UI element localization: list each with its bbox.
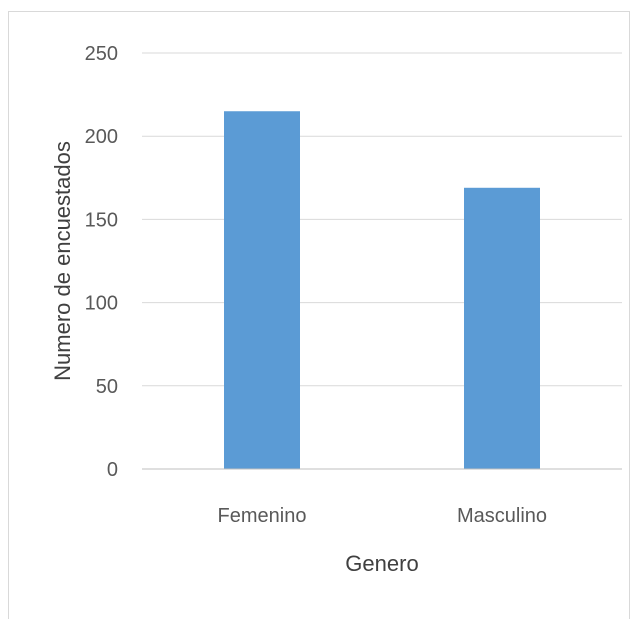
bar-masculino [464,187,540,469]
x-category-label: Masculino [457,505,547,527]
y-tick-label: 250 [85,43,118,65]
x-category-labels: Femenino Masculino [218,505,547,527]
x-axis-title: Genero [345,551,418,576]
y-axis-title: Numero de encuestados [50,141,75,381]
y-tick-labels: 0 50 100 150 200 250 [85,43,118,481]
y-tick-label: 150 [85,209,118,231]
x-category-label: Femenino [218,505,307,527]
bar-femenino [224,111,300,470]
gridlines [142,52,622,387]
bars [224,111,540,470]
y-tick-label: 50 [96,376,118,398]
y-tick-label: 0 [107,459,118,481]
y-tick-label: 100 [85,293,118,315]
y-tick-label: 200 [85,126,118,148]
